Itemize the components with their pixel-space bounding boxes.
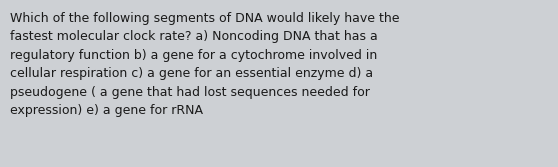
Text: Which of the following segments of DNA would likely have the
fastest molecular c: Which of the following segments of DNA w… [10,12,400,117]
